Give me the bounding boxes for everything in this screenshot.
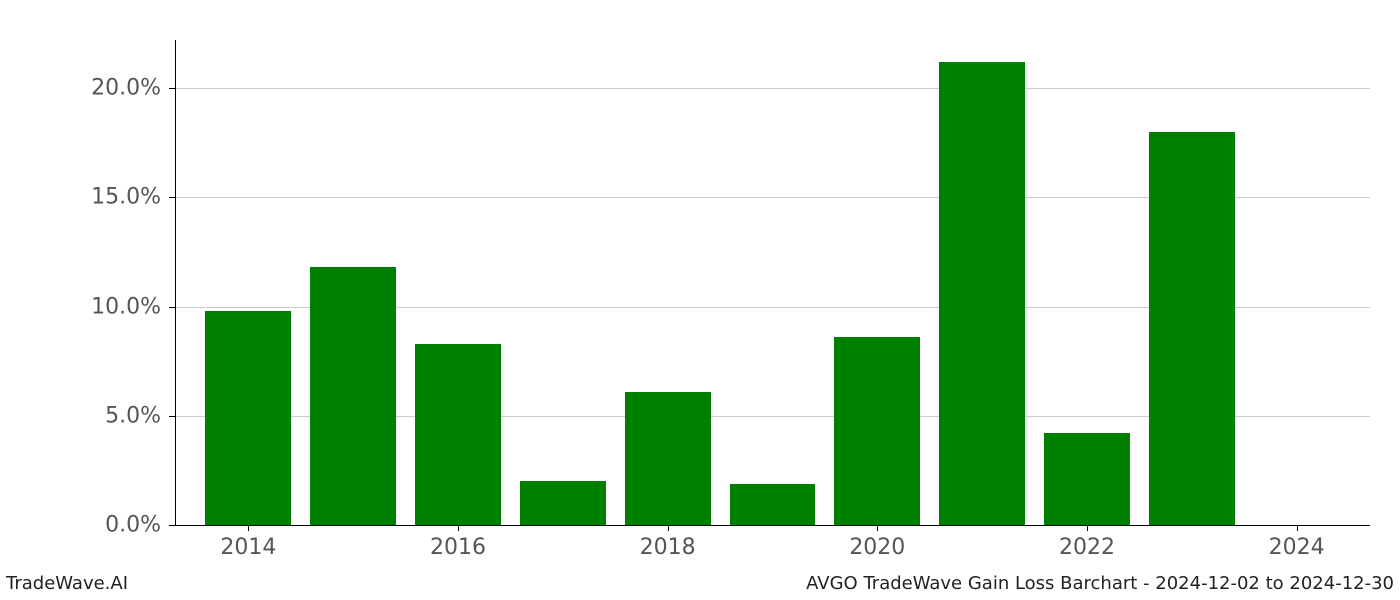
bar [625,392,711,525]
xtick-label: 2018 [640,535,696,560]
x-axis-line [175,525,1370,526]
bar [205,311,291,525]
bar [415,344,501,525]
ytick-label: 15.0% [0,185,161,210]
bar [520,481,606,525]
xtick-label: 2016 [430,535,486,560]
gridline [175,88,1370,89]
bar [730,484,816,526]
bar [939,62,1025,525]
bar [1044,433,1130,525]
y-axis-line [175,40,176,525]
bar [834,337,920,525]
footer-left-text: TradeWave.AI [6,573,128,594]
footer-right-text: AVGO TradeWave Gain Loss Barchart - 2024… [806,573,1394,594]
ytick-label: 0.0% [0,513,161,538]
xtick-label: 2022 [1059,535,1115,560]
ytick-label: 20.0% [0,76,161,101]
bar [1149,132,1235,525]
xtick-label: 2014 [220,535,276,560]
xtick-label: 2020 [849,535,905,560]
ytick-label: 5.0% [0,403,161,428]
ytick-label: 10.0% [0,294,161,319]
plot-area [175,40,1370,525]
xtick-label: 2024 [1269,535,1325,560]
bar [310,267,396,525]
chart-container: { "chart": { "type": "bar", "canvas": { … [0,0,1400,600]
